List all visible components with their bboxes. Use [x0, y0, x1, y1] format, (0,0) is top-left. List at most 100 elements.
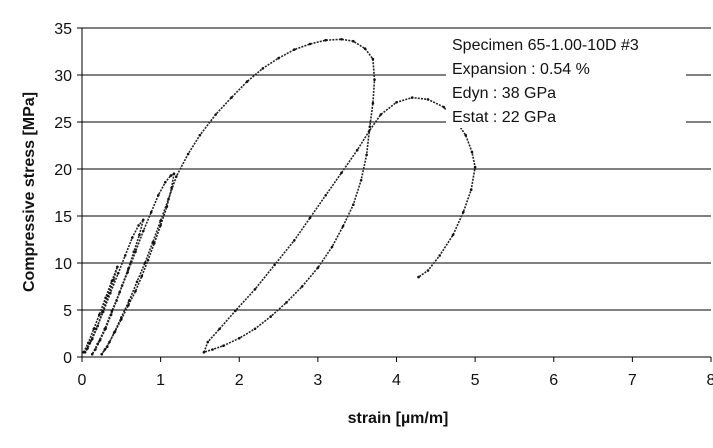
data-point — [108, 340, 111, 344]
data-point — [126, 271, 129, 274]
x-tick-labels: 0 1 2 3 4 5 6 7 8 — [78, 372, 713, 389]
data-point — [123, 254, 127, 257]
data-point — [359, 179, 363, 182]
data-point — [367, 130, 371, 133]
x-tick-label: 5 — [471, 372, 480, 389]
data-point — [120, 316, 123, 319]
data-point — [368, 125, 372, 128]
data-point — [109, 291, 112, 295]
data-point — [277, 56, 280, 60]
data-point — [146, 258, 150, 262]
data-point — [167, 197, 170, 201]
annotation-background — [446, 30, 686, 128]
x-tick-label: 2 — [235, 372, 244, 389]
data-point — [198, 133, 202, 137]
y-tick-label: 10 — [54, 256, 72, 273]
data-point — [103, 327, 107, 331]
y-tick-labels: 0 5 10 15 20 25 30 35 — [54, 21, 72, 367]
data-point — [120, 318, 123, 321]
annotation-edyn: Edyn : 38 GPa — [452, 85, 556, 102]
data-point — [135, 280, 139, 284]
y-tick-label: 20 — [54, 162, 72, 179]
data-point — [341, 225, 345, 228]
data-point — [218, 327, 221, 331]
data-point — [352, 39, 355, 43]
data-point — [340, 171, 343, 175]
data-point — [98, 313, 101, 317]
x-tick-label: 1 — [156, 372, 165, 389]
data-point — [169, 174, 173, 177]
data-point — [442, 105, 446, 109]
data-point — [157, 194, 160, 197]
data-point — [149, 210, 153, 214]
data-point — [90, 352, 94, 356]
data-point — [106, 294, 110, 298]
data-point — [116, 272, 120, 275]
y-axis-title: Compressive stress [MPa] — [21, 92, 38, 292]
data-point — [300, 285, 304, 288]
data-point — [120, 284, 124, 287]
data-point — [96, 324, 99, 328]
x-tick-label: 6 — [549, 372, 558, 389]
annotation-box: Specimen 65-1.00-10D #3 Expansion : 0.54… — [446, 30, 686, 128]
data-point — [142, 218, 145, 222]
data-point — [426, 98, 430, 101]
x-tick-label: 0 — [78, 372, 87, 389]
data-point — [159, 224, 162, 227]
data-point — [94, 348, 97, 351]
data-point — [355, 148, 359, 152]
data-point — [175, 175, 178, 178]
data-point — [261, 67, 265, 70]
data-point — [253, 327, 257, 331]
data-point — [417, 275, 420, 279]
x-tick-label: 3 — [313, 372, 322, 389]
y-tick-label: 5 — [63, 303, 72, 320]
data-point — [473, 165, 477, 169]
data-point — [134, 250, 137, 253]
data-point — [379, 113, 383, 116]
y-tick-label: 15 — [54, 209, 72, 226]
data-point — [172, 172, 176, 175]
data-point — [234, 309, 237, 313]
data-point — [238, 336, 241, 340]
data-point — [293, 48, 296, 51]
data-point — [410, 96, 414, 99]
data-point — [293, 239, 296, 242]
data-point — [112, 278, 115, 282]
data-point — [324, 38, 328, 42]
annotation-specimen: Specimen 65-1.00-10D #3 — [452, 37, 639, 54]
data-point — [186, 152, 190, 156]
data-point — [98, 338, 102, 342]
data-point — [86, 347, 89, 350]
data-point — [103, 348, 107, 351]
data-point — [438, 254, 442, 257]
data-point — [143, 261, 147, 265]
data-point — [371, 57, 375, 61]
data-point — [451, 233, 455, 237]
x-tick-label: 4 — [392, 372, 401, 389]
data-point — [110, 309, 114, 313]
data-point — [464, 133, 468, 137]
data-point — [285, 301, 288, 304]
data-point — [253, 288, 257, 291]
data-point — [371, 101, 375, 105]
x-tick-label: 8 — [707, 372, 713, 389]
data-point — [230, 96, 233, 99]
data-point — [142, 229, 145, 233]
data-point — [118, 290, 121, 294]
data-point — [94, 327, 98, 331]
data-point — [206, 340, 210, 344]
data-point — [127, 267, 130, 270]
data-point — [137, 224, 140, 227]
data-point — [164, 180, 167, 184]
plot-area — [82, 38, 477, 356]
data-point — [134, 289, 137, 293]
data-point — [116, 265, 119, 269]
data-point — [127, 299, 131, 302]
data-point — [115, 299, 118, 302]
data-point — [96, 342, 99, 346]
data-point — [373, 78, 376, 81]
data-point — [131, 236, 134, 239]
data-point — [100, 352, 103, 356]
data-series-line — [82, 38, 476, 356]
